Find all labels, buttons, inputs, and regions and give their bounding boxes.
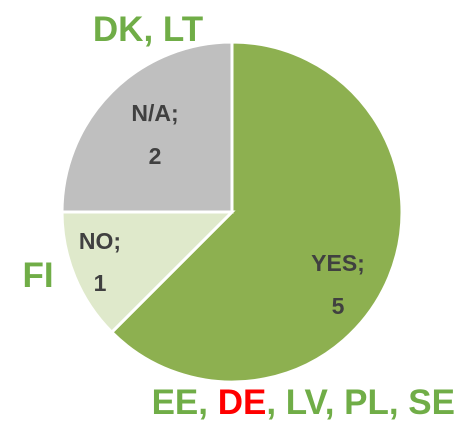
pie-slice — [109, 40, 404, 384]
pie-slice — [60, 40, 234, 214]
annotation-part: , LV, PL, SE — [266, 383, 455, 422]
annotation-part: DE — [218, 383, 267, 422]
pie-slice — [60, 210, 236, 335]
annotation: FI — [22, 256, 53, 295]
annotation: EE, DE, LV, PL, SE — [152, 383, 455, 422]
slice-value: 1 — [94, 270, 107, 296]
annotation-part: FI — [22, 256, 53, 295]
slice-category: N/A; — [131, 100, 178, 126]
annotation-part: EE, — [152, 383, 218, 422]
slice-value: 5 — [332, 293, 345, 319]
slice-category: NO; — [79, 228, 121, 254]
slice-value: 2 — [149, 143, 162, 169]
annotation-part: DK, LT — [93, 10, 203, 49]
slice-category: YES; — [311, 250, 365, 276]
annotation: DK, LT — [93, 10, 203, 49]
